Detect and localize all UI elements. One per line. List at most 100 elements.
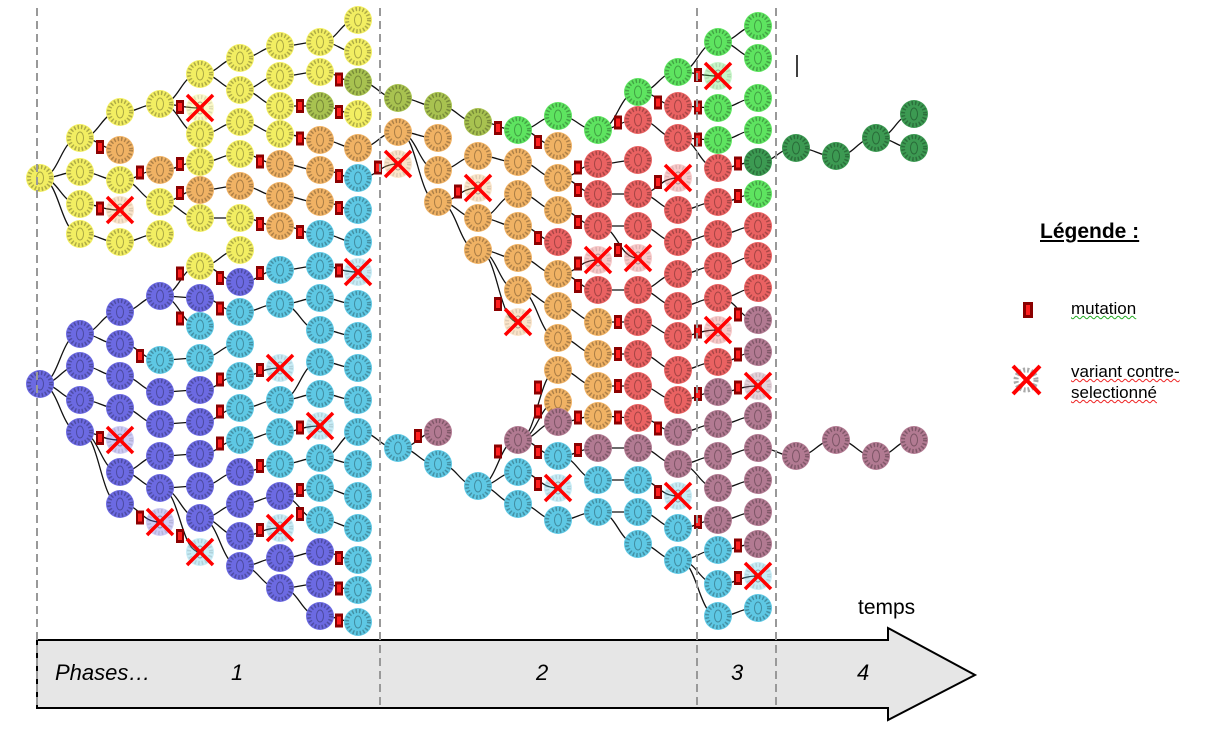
mutation-marker-icon (256, 523, 264, 537)
mutation-marker-icon (694, 100, 702, 115)
counter-selected-cell (743, 561, 773, 591)
mutation-marker-icon (335, 72, 343, 87)
cell (106, 166, 134, 194)
mutation-marker-icon (296, 225, 304, 239)
cell (624, 530, 652, 558)
cell (344, 38, 372, 66)
cell (226, 362, 254, 390)
mutation-marker-icon (734, 189, 742, 203)
cell (186, 204, 214, 232)
cell (624, 146, 652, 174)
cell (744, 594, 772, 622)
mutation-marker-icon (534, 445, 542, 459)
cell (744, 466, 772, 494)
cell (186, 408, 214, 436)
cell (504, 244, 532, 272)
cell (266, 182, 294, 210)
phases-label: Phases… (55, 660, 151, 685)
mutation-marker-icon (96, 140, 104, 154)
cell (266, 62, 294, 90)
cell (744, 242, 772, 270)
mutation-marker-icon (614, 315, 622, 329)
cell (306, 58, 334, 86)
cell (544, 228, 572, 256)
cell (664, 58, 692, 86)
cell (584, 150, 612, 178)
mutation-markers (96, 68, 742, 628)
mutation-marker-icon (256, 217, 264, 231)
cell (26, 164, 54, 192)
cell (66, 220, 94, 248)
cell (464, 204, 492, 232)
mutation-marker-icon (574, 279, 582, 293)
cell (624, 404, 652, 432)
crossed-cell-icon (1011, 364, 1042, 396)
cell (704, 28, 732, 56)
mutation-marker-icon (414, 429, 422, 443)
mutation-marker-icon (534, 477, 542, 491)
legend-variant-label: variant contre-selectionné (1071, 362, 1180, 402)
counter-selected-cell (743, 371, 773, 401)
cell (146, 410, 174, 438)
cell (544, 260, 572, 288)
cell (306, 380, 334, 408)
mutation-marker-icon (574, 443, 582, 457)
mutation-marker-icon (614, 243, 622, 257)
cell (862, 442, 890, 470)
cell (186, 472, 214, 500)
cell (664, 322, 692, 350)
cell (344, 450, 372, 478)
cell (384, 118, 412, 146)
cell (186, 60, 214, 88)
mutation-marker-icon (654, 175, 662, 189)
cell (306, 252, 334, 280)
counter-selected-cell (185, 93, 215, 123)
mutation-marker-icon (734, 380, 742, 395)
cell (186, 284, 214, 312)
mutation-marker-icon (335, 581, 343, 596)
mutation-marker-icon (176, 100, 184, 114)
mutation-marker-icon (176, 529, 184, 543)
cell (900, 426, 928, 454)
cell (464, 472, 492, 500)
cell (744, 530, 772, 558)
cell (66, 386, 94, 414)
cell (146, 90, 174, 118)
cell (584, 402, 612, 430)
cell (344, 228, 372, 256)
mutation-marker-icon (335, 105, 343, 119)
time-arrow (36, 626, 978, 722)
mutation-marker-icon (654, 95, 662, 110)
cell (106, 362, 134, 390)
cell (704, 220, 732, 248)
cell (344, 6, 372, 34)
mutation-marker-icon (374, 160, 382, 175)
cell (146, 378, 174, 406)
mutation-marker-icon (216, 271, 224, 285)
cell (344, 322, 372, 350)
counter-selected-cell (703, 61, 733, 91)
cell (744, 44, 772, 72)
cell (584, 498, 612, 526)
cell (584, 372, 612, 400)
mutation-marker-icon (494, 444, 502, 459)
cell (584, 308, 612, 336)
counter-selected-cell (185, 537, 215, 567)
mutation-marker-icon (176, 157, 184, 171)
mutation-marker-icon (296, 483, 304, 497)
cell (424, 418, 452, 446)
mutation-marker-icon (296, 507, 304, 521)
cell (624, 498, 652, 526)
cell (186, 312, 214, 340)
mutation-marker-icon (734, 538, 742, 553)
cell (146, 282, 174, 310)
cell (822, 426, 850, 454)
cell (744, 338, 772, 366)
mutation-marker-icon (296, 99, 304, 113)
cell (624, 212, 652, 240)
mutation-marker-icon (654, 485, 662, 499)
cell (226, 394, 254, 422)
counter-selected-cell (265, 353, 295, 383)
cell (344, 386, 372, 414)
mutation-marker-icon (574, 410, 582, 425)
